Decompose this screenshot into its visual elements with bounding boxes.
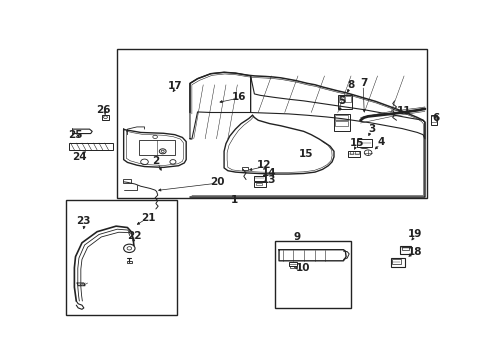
Bar [334, 121, 347, 126]
Text: 26: 26 [96, 105, 111, 115]
Bar [334, 115, 347, 120]
Text: 13: 13 [261, 175, 276, 185]
Text: 14: 14 [261, 168, 276, 178]
Text: 8: 8 [346, 80, 354, 90]
Text: 19: 19 [407, 229, 422, 239]
Bar [337, 95, 351, 109]
Bar [117, 49, 427, 198]
Text: 10: 10 [295, 263, 309, 273]
Text: 23: 23 [76, 216, 90, 226]
Bar [289, 266, 293, 268]
Bar [333, 114, 349, 131]
Bar [126, 261, 132, 263]
Text: 6: 6 [432, 113, 439, 123]
Bar [356, 139, 371, 147]
Bar [68, 143, 113, 150]
Text: 17: 17 [168, 81, 183, 91]
Bar [65, 200, 177, 315]
Bar [430, 115, 437, 125]
Bar [349, 151, 353, 153]
Bar [139, 140, 175, 156]
Text: 5: 5 [337, 96, 345, 107]
Bar [400, 246, 410, 254]
Bar [390, 258, 405, 267]
Bar [102, 115, 109, 120]
Text: 1: 1 [231, 195, 238, 205]
Text: 22: 22 [126, 231, 141, 241]
Text: 18: 18 [407, 247, 421, 257]
Bar [254, 182, 265, 187]
Text: 25: 25 [68, 130, 82, 140]
Bar [255, 183, 262, 185]
Text: 11: 11 [396, 106, 410, 116]
Bar [241, 167, 248, 170]
Bar [122, 179, 131, 183]
Text: 12: 12 [256, 160, 270, 170]
Bar [354, 151, 358, 153]
Bar [401, 247, 408, 250]
Bar [288, 262, 296, 266]
Text: 4: 4 [377, 138, 384, 148]
Text: 16: 16 [231, 92, 246, 102]
Text: 21: 21 [141, 213, 155, 223]
Bar [345, 96, 350, 102]
Text: 15: 15 [298, 149, 312, 158]
Bar [391, 259, 400, 264]
Text: 9: 9 [293, 232, 300, 242]
Text: 2: 2 [152, 156, 159, 166]
Text: 20: 20 [210, 177, 224, 187]
Bar [275, 242, 350, 308]
Bar [338, 96, 344, 102]
Text: 7: 7 [360, 78, 367, 89]
Bar [254, 176, 264, 181]
Text: 24: 24 [72, 152, 86, 162]
Bar [347, 151, 359, 157]
Text: 15: 15 [349, 138, 364, 148]
Text: 3: 3 [367, 124, 375, 134]
Bar [430, 116, 435, 122]
